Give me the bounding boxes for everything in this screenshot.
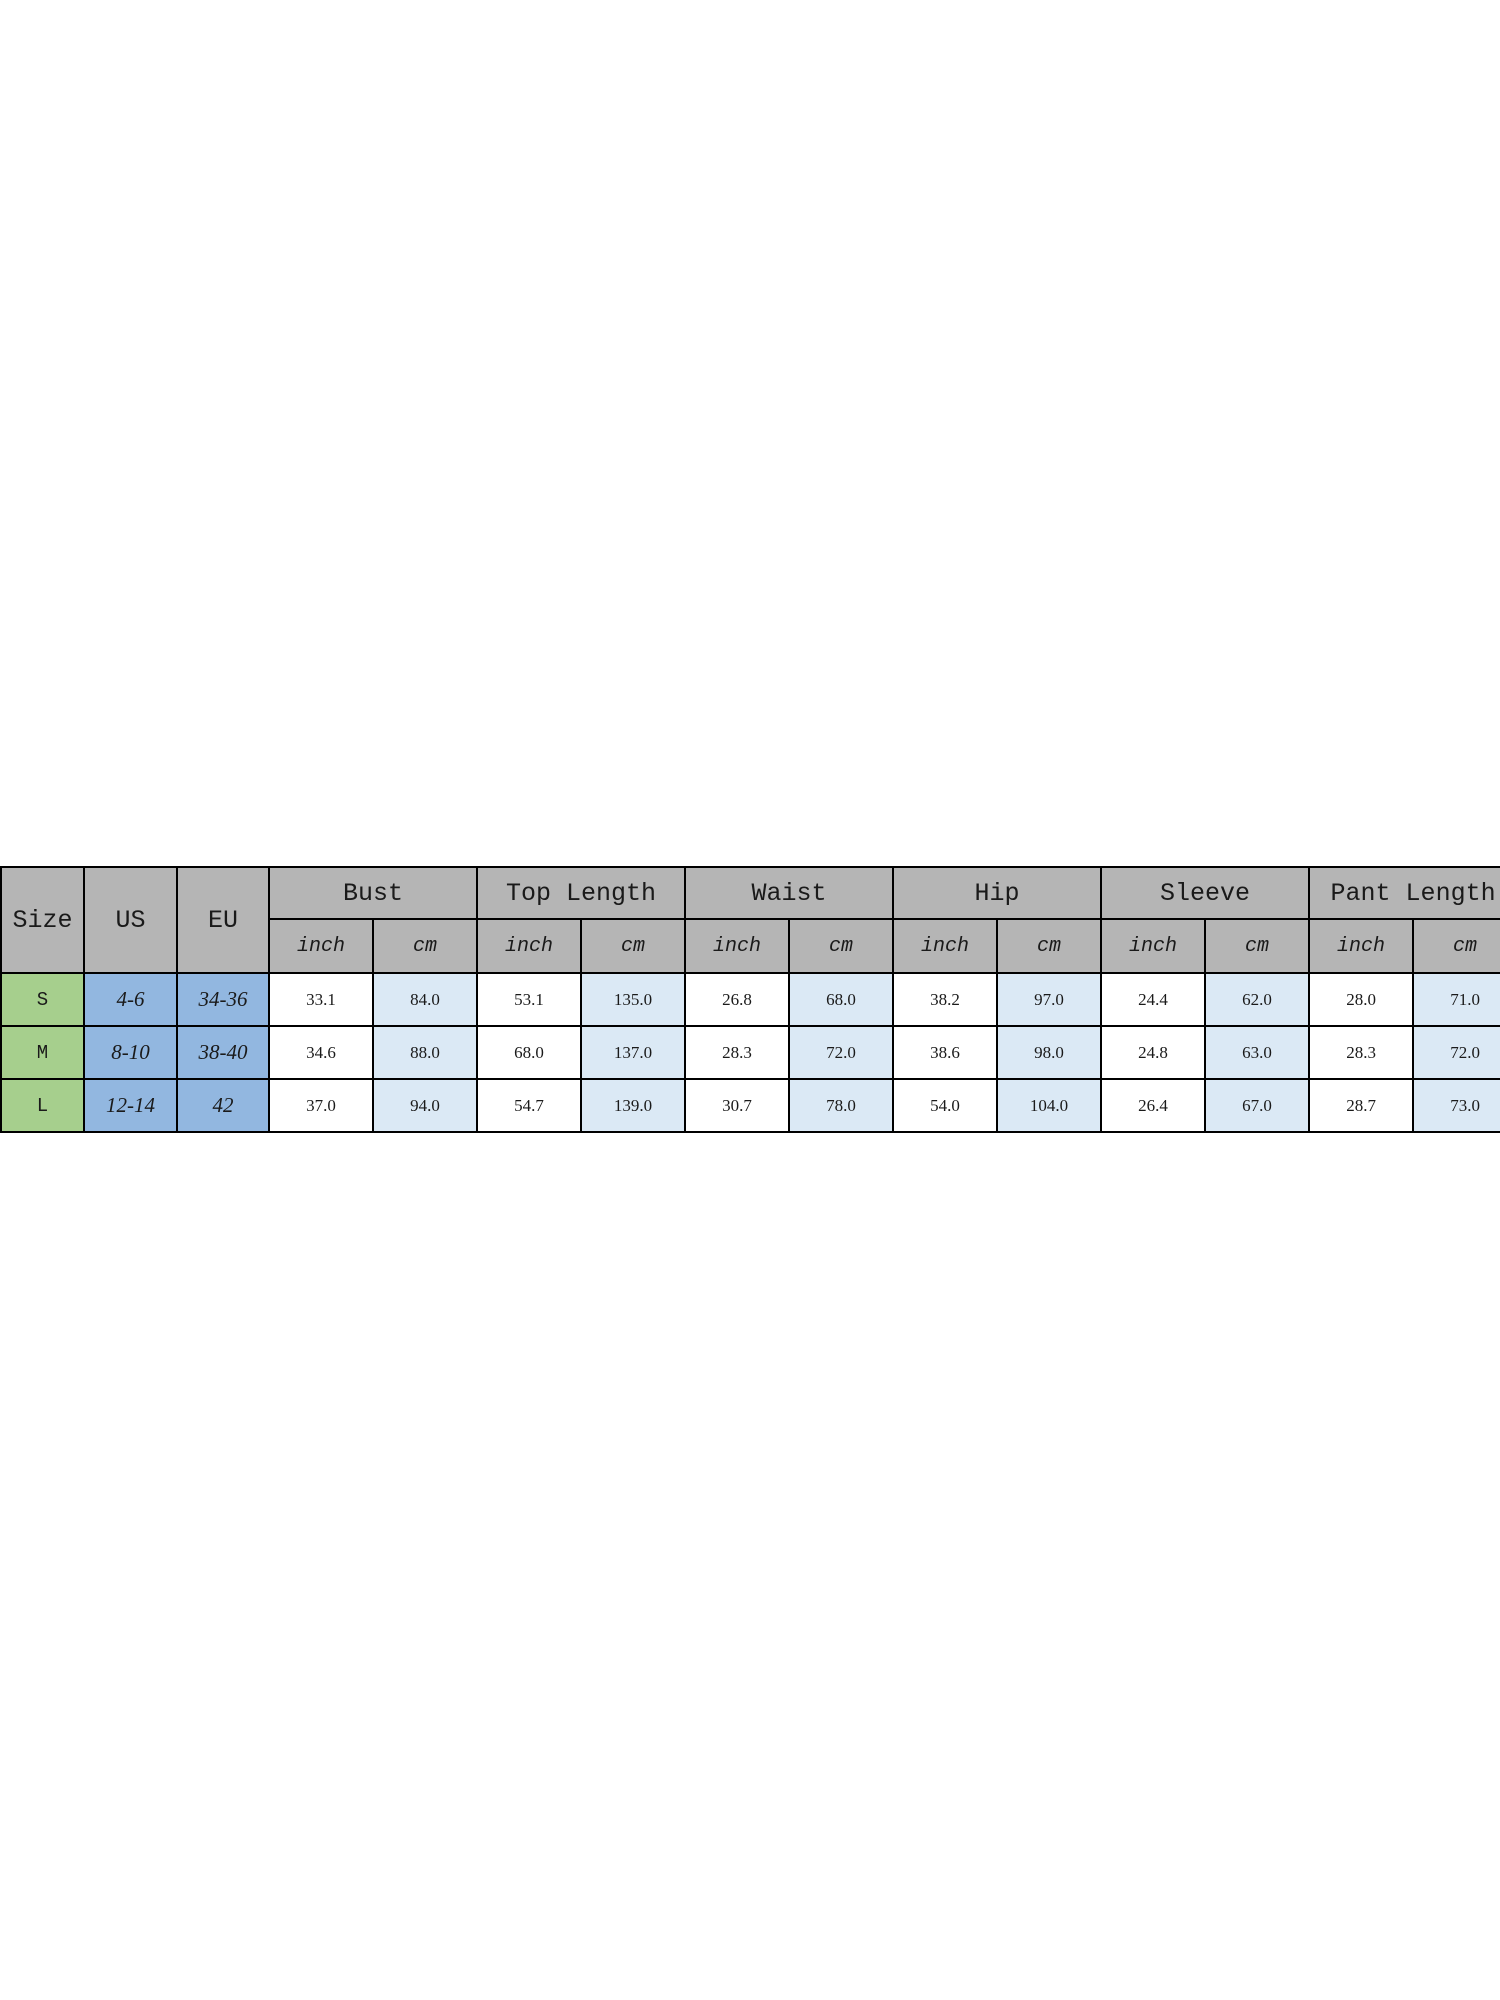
- eu-cell: 38-40: [176, 1025, 270, 1080]
- unit-header-hip-cm: cm: [996, 918, 1103, 974]
- size-cell: M: [0, 1025, 85, 1080]
- table-row-size-m: M 8-10 38-40 34.6 88.0 68.0 137.0 28.3 7…: [0, 1025, 1500, 1080]
- eu-cell: 34-36: [176, 972, 270, 1027]
- unit-header-pant-length-inch: inch: [1308, 918, 1415, 974]
- value-cell-hip-inch: 38.2: [892, 972, 999, 1027]
- value-cell-top-length-cm: 137.0: [580, 1025, 687, 1080]
- value-cell-hip-cm: 98.0: [996, 1025, 1103, 1080]
- table-row-size-l: L 12-14 42 37.0 94.0 54.7 139.0 30.7 78.…: [0, 1078, 1500, 1133]
- group-header-hip: Hip: [892, 866, 1103, 920]
- size-cell: L: [0, 1078, 85, 1133]
- value-cell-sleeve-inch: 26.4: [1100, 1078, 1207, 1133]
- group-header-sleeve: Sleeve: [1100, 866, 1311, 920]
- value-cell-sleeve-cm: 63.0: [1204, 1025, 1311, 1080]
- value-cell-pant-length-cm: 71.0: [1412, 972, 1500, 1027]
- us-cell: 8-10: [83, 1025, 178, 1080]
- col-header-eu: EU: [176, 866, 270, 974]
- group-header-bust: Bust: [267, 866, 479, 920]
- value-cell-hip-cm: 97.0: [996, 972, 1103, 1027]
- value-cell-sleeve-cm: 62.0: [1204, 972, 1311, 1027]
- value-cell-bust-inch: 37.0: [268, 1078, 374, 1133]
- value-cell-waist-cm: 72.0: [788, 1025, 895, 1080]
- table-row-size-s: S 4-6 34-36 33.1 84.0 53.1 135.0 26.8 68…: [0, 972, 1500, 1027]
- col-header-size: Size: [0, 866, 85, 974]
- value-cell-bust-cm: 94.0: [371, 1078, 479, 1133]
- unit-header-top-length-cm: cm: [580, 918, 687, 974]
- size-cell: S: [0, 972, 85, 1027]
- value-cell-pant-length-inch: 28.0: [1308, 972, 1415, 1027]
- unit-header-bust-inch: inch: [268, 918, 374, 974]
- unit-header-pant-length-cm: cm: [1412, 918, 1500, 974]
- value-cell-top-length-inch: 68.0: [476, 1025, 583, 1080]
- unit-header-sleeve-inch: inch: [1100, 918, 1207, 974]
- group-header-top-length: Top Length: [476, 866, 687, 920]
- us-cell: 12-14: [83, 1078, 178, 1133]
- unit-header-bust-cm: cm: [371, 918, 479, 974]
- value-cell-hip-inch: 38.6: [892, 1025, 999, 1080]
- col-header-us: US: [83, 866, 178, 974]
- value-cell-hip-inch: 54.0: [892, 1078, 999, 1133]
- us-cell: 4-6: [83, 972, 178, 1027]
- value-cell-top-length-cm: 139.0: [580, 1078, 687, 1133]
- group-header-waist: Waist: [684, 866, 895, 920]
- value-cell-top-length-inch: 53.1: [476, 972, 583, 1027]
- value-cell-top-length-inch: 54.7: [476, 1078, 583, 1133]
- value-cell-waist-inch: 26.8: [684, 972, 791, 1027]
- value-cell-bust-cm: 84.0: [371, 972, 479, 1027]
- value-cell-hip-cm: 104.0: [996, 1078, 1103, 1133]
- value-cell-bust-inch: 34.6: [268, 1025, 374, 1080]
- size-chart-table: Size US EU Bust Top Length Waist Hip Sle…: [0, 866, 1500, 1133]
- group-header-pant-length: Pant Length: [1308, 866, 1500, 920]
- value-cell-pant-length-cm: 73.0: [1412, 1078, 1500, 1133]
- value-cell-sleeve-cm: 67.0: [1204, 1078, 1311, 1133]
- header-unit-row: inch cm inch cm inch cm inch cm inch cm …: [1, 918, 1500, 974]
- value-cell-sleeve-inch: 24.4: [1100, 972, 1207, 1027]
- unit-header-sleeve-cm: cm: [1204, 918, 1311, 974]
- value-cell-waist-inch: 30.7: [684, 1078, 791, 1133]
- value-cell-waist-inch: 28.3: [684, 1025, 791, 1080]
- unit-header-waist-inch: inch: [684, 918, 791, 974]
- size-chart: Size US EU Bust Top Length Waist Hip Sle…: [0, 866, 1500, 1134]
- value-cell-pant-length-inch: 28.3: [1308, 1025, 1415, 1080]
- value-cell-top-length-cm: 135.0: [580, 972, 687, 1027]
- value-cell-pant-length-inch: 28.7: [1308, 1078, 1415, 1133]
- value-cell-pant-length-cm: 72.0: [1412, 1025, 1500, 1080]
- unit-header-hip-inch: inch: [892, 918, 999, 974]
- value-cell-bust-cm: 88.0: [371, 1025, 479, 1080]
- value-cell-waist-cm: 78.0: [788, 1078, 895, 1133]
- value-cell-waist-cm: 68.0: [788, 972, 895, 1027]
- unit-header-waist-cm: cm: [788, 918, 895, 974]
- value-cell-sleeve-inch: 24.8: [1100, 1025, 1207, 1080]
- eu-cell: 42: [176, 1078, 270, 1133]
- header-group-row: Size US EU Bust Top Length Waist Hip Sle…: [0, 866, 1500, 974]
- value-cell-bust-inch: 33.1: [268, 972, 374, 1027]
- unit-header-top-length-inch: inch: [476, 918, 583, 974]
